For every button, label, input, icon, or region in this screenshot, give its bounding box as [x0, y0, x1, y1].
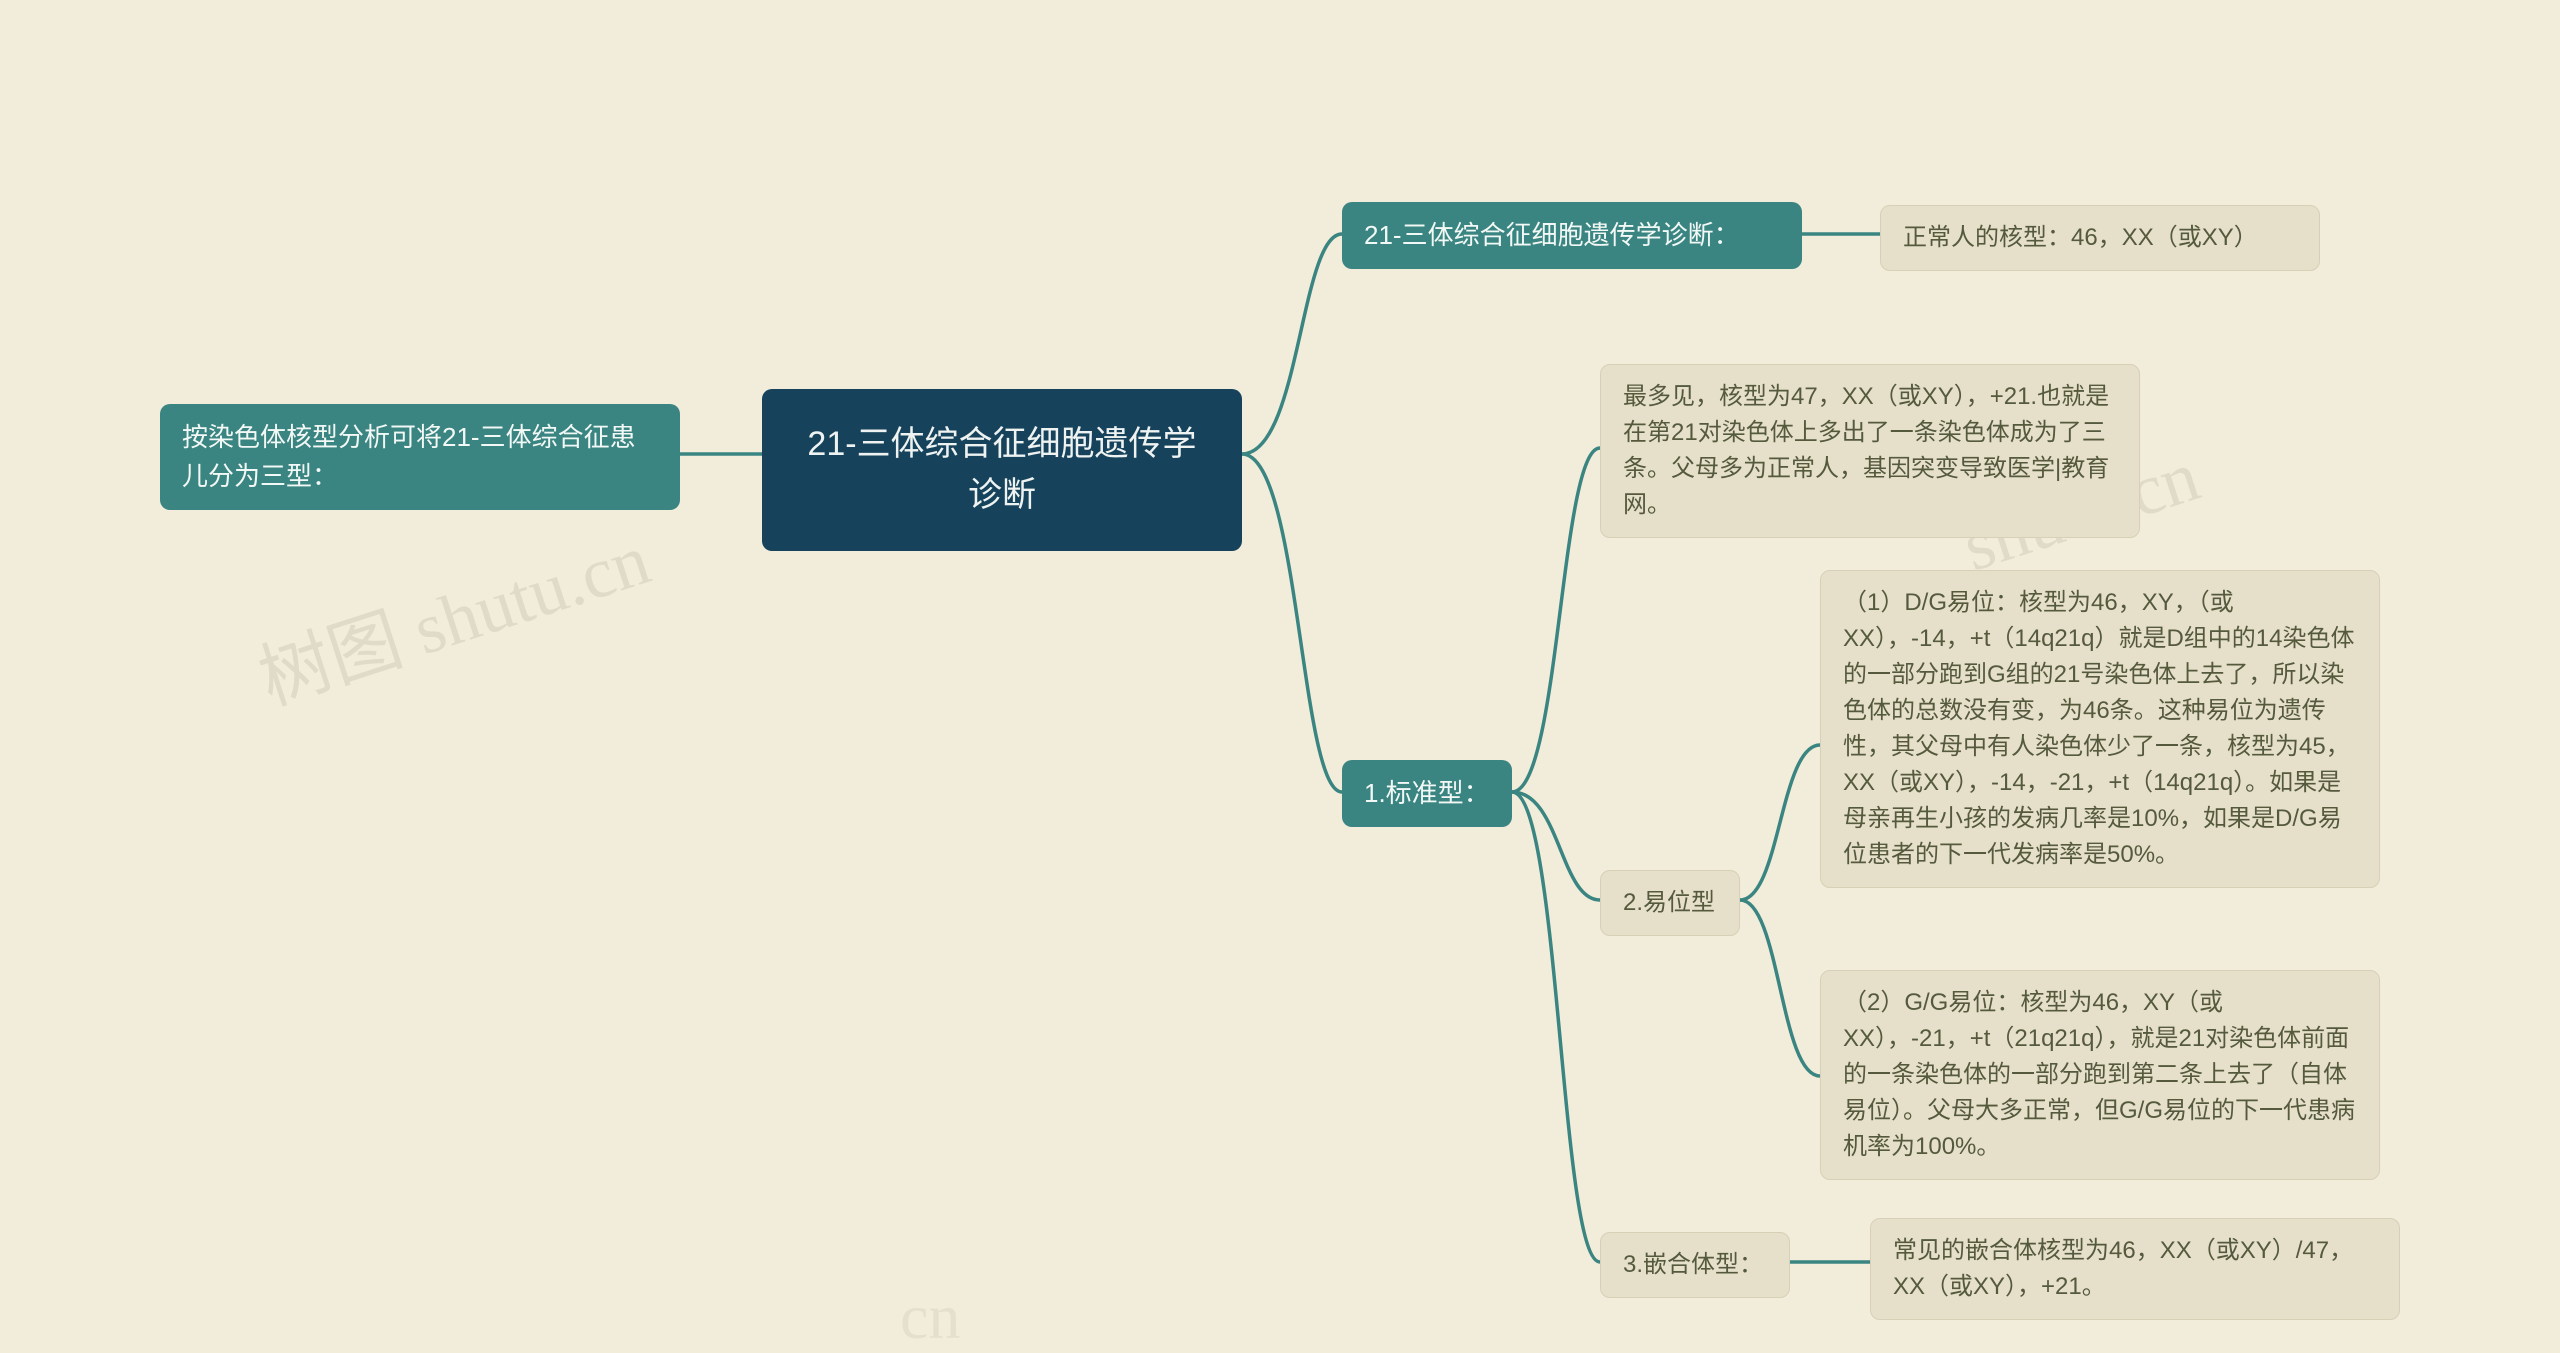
branch2-sub2-label: 2.易位型 — [1623, 889, 1715, 916]
branch2-sub2-leaf2b-label: （2）G/G易位：核型为46，XY（或XX），-21，+t（21q21q），就是… — [1843, 989, 2355, 1160]
edge-root-branch2 — [1242, 454, 1342, 792]
branch2-label: 1.标准型： — [1364, 778, 1490, 808]
edge-branch2-sub3 — [1512, 792, 1600, 1262]
watermark-1: 树图 shutu.cn — [244, 500, 661, 725]
edge-sub2-leaf2b — [1740, 900, 1820, 1076]
branch2-sub2-leaf2a-dg[interactable]: （1）D/G易位：核型为46，XY，（或XX），-14，+t（14q21q）就是… — [1820, 570, 2380, 888]
branch2-sub2-leaf2b-gg[interactable]: （2）G/G易位：核型为46，XY（或XX），-21，+t（21q21q），就是… — [1820, 970, 2380, 1180]
branch2-sub3-leaf3-label: 常见的嵌合体核型为46，XX（或XY）/47，XX（或XY），+21。 — [1893, 1237, 2353, 1300]
edge-sub2-leaf2a — [1740, 745, 1820, 900]
branch2-leaf1-standard-detail[interactable]: 最多见，核型为47，XX（或XY），+21.也就是在第21对染色体上多出了一条染… — [1600, 364, 2140, 538]
branch2-sub2-leaf2a-label: （1）D/G易位：核型为46，XY，（或XX），-14，+t（14q21q）就是… — [1843, 589, 2355, 868]
edge-root-branch1 — [1242, 234, 1342, 454]
edge-branch2-sub2 — [1512, 792, 1600, 900]
branch2-sub3-label: 3.嵌合体型： — [1623, 1251, 1763, 1278]
left-node-label: 按染色体核型分析可将21-三体综合征患儿分为三型： — [182, 422, 636, 491]
branch2-leaf1-label: 最多见，核型为47，XX（或XY），+21.也就是在第21对染色体上多出了一条染… — [1623, 383, 2109, 518]
branch1-diagnosis[interactable]: 21-三体综合征细胞遗传学诊断： — [1342, 202, 1802, 269]
branch2-sub3-mosaic[interactable]: 3.嵌合体型： — [1600, 1232, 1790, 1298]
branch1-leaf-label: 正常人的核型：46，XX（或XY） — [1903, 224, 2258, 251]
branch1-label: 21-三体综合征细胞遗传学诊断： — [1364, 220, 1740, 250]
mindmap-canvas: 树图 shutu.cn shutu.cn cn 按染色体核型分析可将21-三体综… — [0, 0, 2560, 1353]
edge-branch2-leaf1 — [1512, 448, 1600, 792]
branch2-sub2-translocation[interactable]: 2.易位型 — [1600, 870, 1740, 936]
watermark-3: cn — [900, 1280, 960, 1353]
root-label: 21-三体综合征细胞遗传学诊断 — [807, 425, 1196, 514]
branch2-standard-type[interactable]: 1.标准型： — [1342, 760, 1512, 827]
branch1-leaf-normal-karyotype[interactable]: 正常人的核型：46，XX（或XY） — [1880, 205, 2320, 271]
left-node-three-types[interactable]: 按染色体核型分析可将21-三体综合征患儿分为三型： — [160, 404, 680, 510]
root-node[interactable]: 21-三体综合征细胞遗传学诊断 — [762, 389, 1242, 551]
branch2-sub3-leaf3-mosaic-detail[interactable]: 常见的嵌合体核型为46，XX（或XY）/47，XX（或XY），+21。 — [1870, 1218, 2400, 1320]
